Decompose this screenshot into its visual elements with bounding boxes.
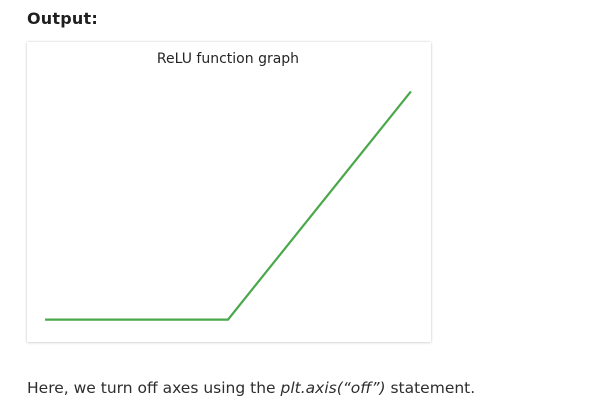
caption-text-before: Here, we turn off axes using the — [27, 379, 281, 397]
chart-figure: ReLU function graph — [27, 42, 431, 342]
caption-code: plt.axis(“off”) — [280, 379, 386, 397]
caption-paragraph: Here, we turn off axes using the plt.axi… — [27, 379, 475, 397]
chart-title: ReLU function graph — [157, 51, 299, 67]
relu-series-line — [45, 90, 412, 321]
output-heading: Output: — [27, 9, 98, 28]
caption-text-after: statement. — [385, 379, 476, 397]
relu-chart: ReLU function graph — [45, 51, 412, 321]
